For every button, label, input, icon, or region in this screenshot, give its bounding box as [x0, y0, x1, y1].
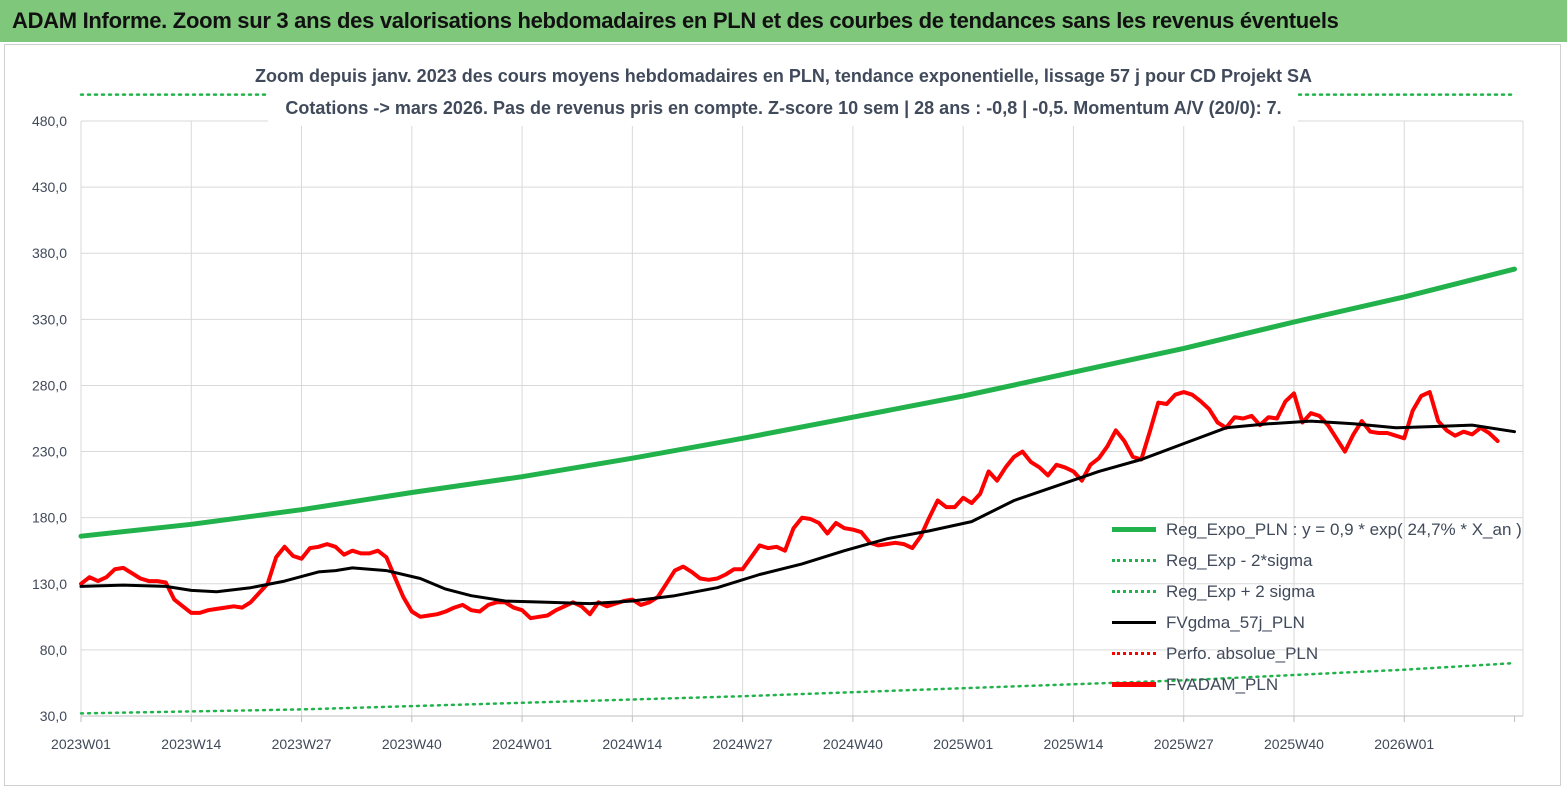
x-tick-label: 2024W14	[602, 736, 662, 752]
chart-title-line1: Zoom depuis janv. 2023 des cours moyens …	[255, 66, 1312, 86]
subtitle-background	[268, 62, 1298, 126]
legend-item: Reg_Exp + 2 sigma	[1112, 576, 1532, 607]
legend-item: Perfo. absolue_PLN	[1112, 638, 1532, 669]
y-tick-label: 430,0	[32, 179, 67, 195]
series-line-1	[79, 661, 1516, 715]
x-tick-label: 2024W27	[713, 736, 773, 752]
x-tick-label: 2025W14	[1043, 736, 1103, 752]
x-tick-label: 2023W27	[272, 736, 332, 752]
series-line-3	[79, 419, 1516, 606]
series-line-0	[78, 266, 1517, 539]
x-tick-label: 2024W01	[492, 736, 552, 752]
y-tick-label: 180,0	[32, 510, 67, 526]
y-tick-label: 330,0	[32, 311, 67, 327]
legend-label: Reg_Exp + 2 sigma	[1166, 581, 1315, 601]
chart-frame	[4, 44, 1561, 786]
legend-swatch	[1112, 621, 1156, 624]
x-tick-label: 2023W14	[161, 736, 221, 752]
x-tick-label: 2025W01	[933, 736, 993, 752]
legend-label: FVgdma_57j_PLN	[1166, 612, 1305, 632]
y-tick-label: 380,0	[32, 245, 67, 261]
chart-legend: Reg_Expo_PLN : y = 0,9 * exp( 24,7% * X_…	[1112, 514, 1532, 700]
x-tick-label: 2026W01	[1374, 736, 1434, 752]
legend-label: Reg_Exp - 2*sigma	[1166, 550, 1313, 570]
legend-swatch	[1112, 527, 1156, 532]
legend-swatch	[1112, 652, 1156, 655]
x-tick-label: 2023W01	[51, 736, 111, 752]
y-tick-label: 30,0	[40, 708, 67, 724]
legend-item: FVgdma_57j_PLN	[1112, 607, 1532, 638]
legend-item: Reg_Expo_PLN : y = 0,9 * exp( 24,7% * X_…	[1112, 514, 1532, 545]
header-bar	[0, 0, 1567, 42]
chart-title-line2: Cotations -> mars 2026. Pas de revenus p…	[285, 98, 1282, 118]
legend-label: Perfo. absolue_PLN	[1166, 643, 1319, 663]
legend-label: Reg_Expo_PLN : y = 0,9 * exp( 24,7% * X_…	[1166, 519, 1522, 539]
y-tick-label: 230,0	[32, 444, 67, 460]
page-title: ADAM Informe. Zoom sur 3 ans des valoris…	[12, 8, 1339, 33]
legend-swatch	[1112, 559, 1156, 562]
legend-swatch	[1112, 590, 1156, 593]
x-tick-label: 2024W40	[823, 736, 883, 752]
y-tick-label: 80,0	[40, 642, 67, 658]
y-tick-label: 280,0	[32, 377, 67, 393]
legend-label: FVADAM_PLN	[1166, 674, 1279, 694]
x-tick-label: 2025W40	[1264, 736, 1324, 752]
legend-item: FVADAM_PLN	[1112, 669, 1532, 700]
y-tick-label: 130,0	[32, 576, 67, 592]
x-tick-label: 2025W27	[1154, 736, 1214, 752]
legend-swatch	[1112, 682, 1156, 687]
x-tick-label: 2023W40	[382, 736, 442, 752]
y-tick-label: 480,0	[32, 113, 67, 129]
legend-item: Reg_Exp - 2*sigma	[1112, 545, 1532, 576]
